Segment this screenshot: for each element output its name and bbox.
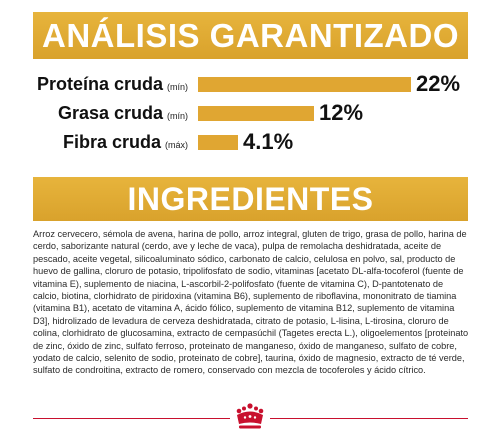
row-name: Fibra cruda <box>62 132 161 152</box>
royal-crown-icon <box>236 403 264 429</box>
analysis-row-fat: Grasa cruda (mín) 12% <box>0 100 500 125</box>
row-value: 22% <box>416 71 461 96</box>
row-name: Grasa cruda <box>57 103 163 123</box>
analysis-title: ANÁLISIS GARANTIZADO <box>42 16 459 54</box>
row-qualifier: (mín) <box>167 82 188 92</box>
row-qualifier: (máx) <box>165 140 188 150</box>
analysis-banner: ANÁLISIS GARANTIZADO <box>33 12 468 59</box>
value-bar <box>198 135 238 150</box>
ingredients-banner: INGREDIENTES <box>33 177 468 221</box>
ingredients-text: Arroz cervecero, sémola de avena, harina… <box>33 229 469 376</box>
value-bar <box>198 106 314 121</box>
row-qualifier: (mín) <box>167 111 188 121</box>
row-name: Proteína cruda <box>36 74 163 94</box>
ingredients-title: INGREDIENTES <box>127 180 374 217</box>
value-bar <box>198 77 411 92</box>
analysis-table: Proteína cruda (mín) 22% Grasa cruda (mí… <box>0 70 500 160</box>
row-value: 12% <box>319 100 364 125</box>
footer-divider-right <box>270 418 468 419</box>
row-value: 4.1% <box>243 129 294 154</box>
analysis-row-protein: Proteína cruda (mín) 22% <box>0 71 500 96</box>
footer-divider-left <box>33 418 230 419</box>
analysis-row-fiber: Fibra cruda (máx) 4.1% <box>0 129 500 154</box>
